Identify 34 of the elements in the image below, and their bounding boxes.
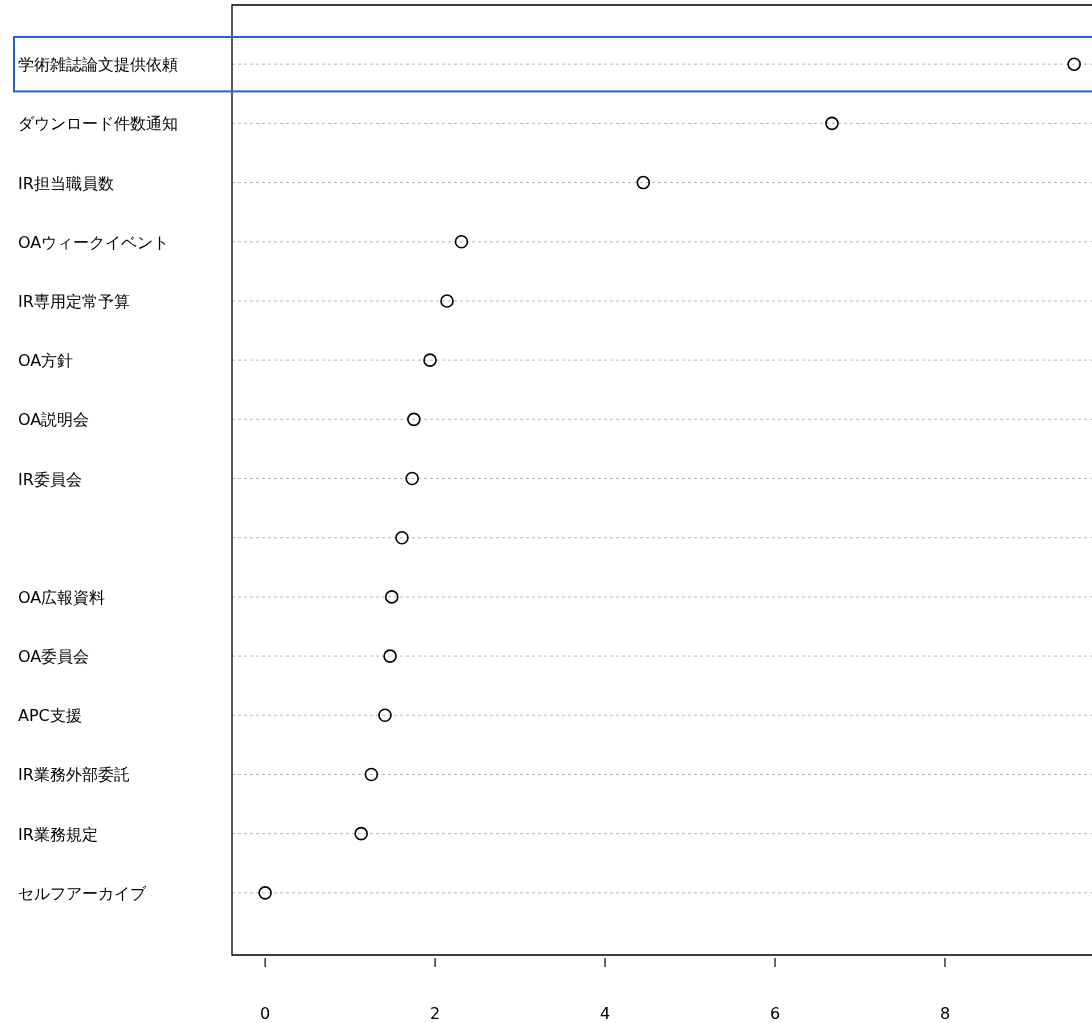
point bbox=[636, 175, 651, 190]
point bbox=[440, 294, 454, 308]
point bbox=[423, 353, 437, 367]
point bbox=[383, 649, 397, 663]
y-tick-label: IR担当職員数 bbox=[18, 173, 114, 193]
point bbox=[454, 234, 469, 249]
y-tick-label: OAウィークイベント bbox=[18, 232, 170, 252]
y-tick-label: IR委員会 bbox=[18, 469, 82, 489]
y-tick-label: OA広報資料 bbox=[18, 587, 106, 607]
point bbox=[407, 412, 421, 427]
y-tick-label: IR専用定常予算 bbox=[18, 291, 130, 311]
point bbox=[258, 886, 272, 900]
x-tick-label: 8 bbox=[939, 1004, 951, 1023]
x-tick-label: 2 bbox=[430, 1004, 441, 1023]
x-tick-label: 4 bbox=[599, 1004, 611, 1023]
point bbox=[1067, 57, 1081, 71]
point bbox=[825, 116, 839, 131]
y-tick-label: IR業務外部委託 bbox=[18, 765, 130, 785]
y-tick-label: APC支援 bbox=[18, 706, 82, 726]
point bbox=[395, 530, 409, 545]
y-tick-label: IR業務規定 bbox=[18, 824, 98, 844]
point bbox=[384, 590, 399, 604]
y-tick-label: ダウンロード件数通知 bbox=[18, 114, 178, 134]
x-tick-label: 6 bbox=[769, 1004, 781, 1023]
point bbox=[405, 471, 419, 486]
y-tick-label: OA説明会 bbox=[18, 410, 90, 430]
point bbox=[354, 826, 368, 841]
y-tick-label: 学術雑誌論文提供依頼 bbox=[18, 55, 178, 75]
point bbox=[378, 708, 392, 723]
point bbox=[364, 767, 379, 782]
y-tick-label: OA委員会 bbox=[18, 647, 90, 667]
y-tick-label: セルフアーカイブ bbox=[18, 883, 147, 903]
x-tick-label: 0 bbox=[260, 1004, 271, 1023]
y-tick-label: OA方針 bbox=[18, 351, 74, 371]
